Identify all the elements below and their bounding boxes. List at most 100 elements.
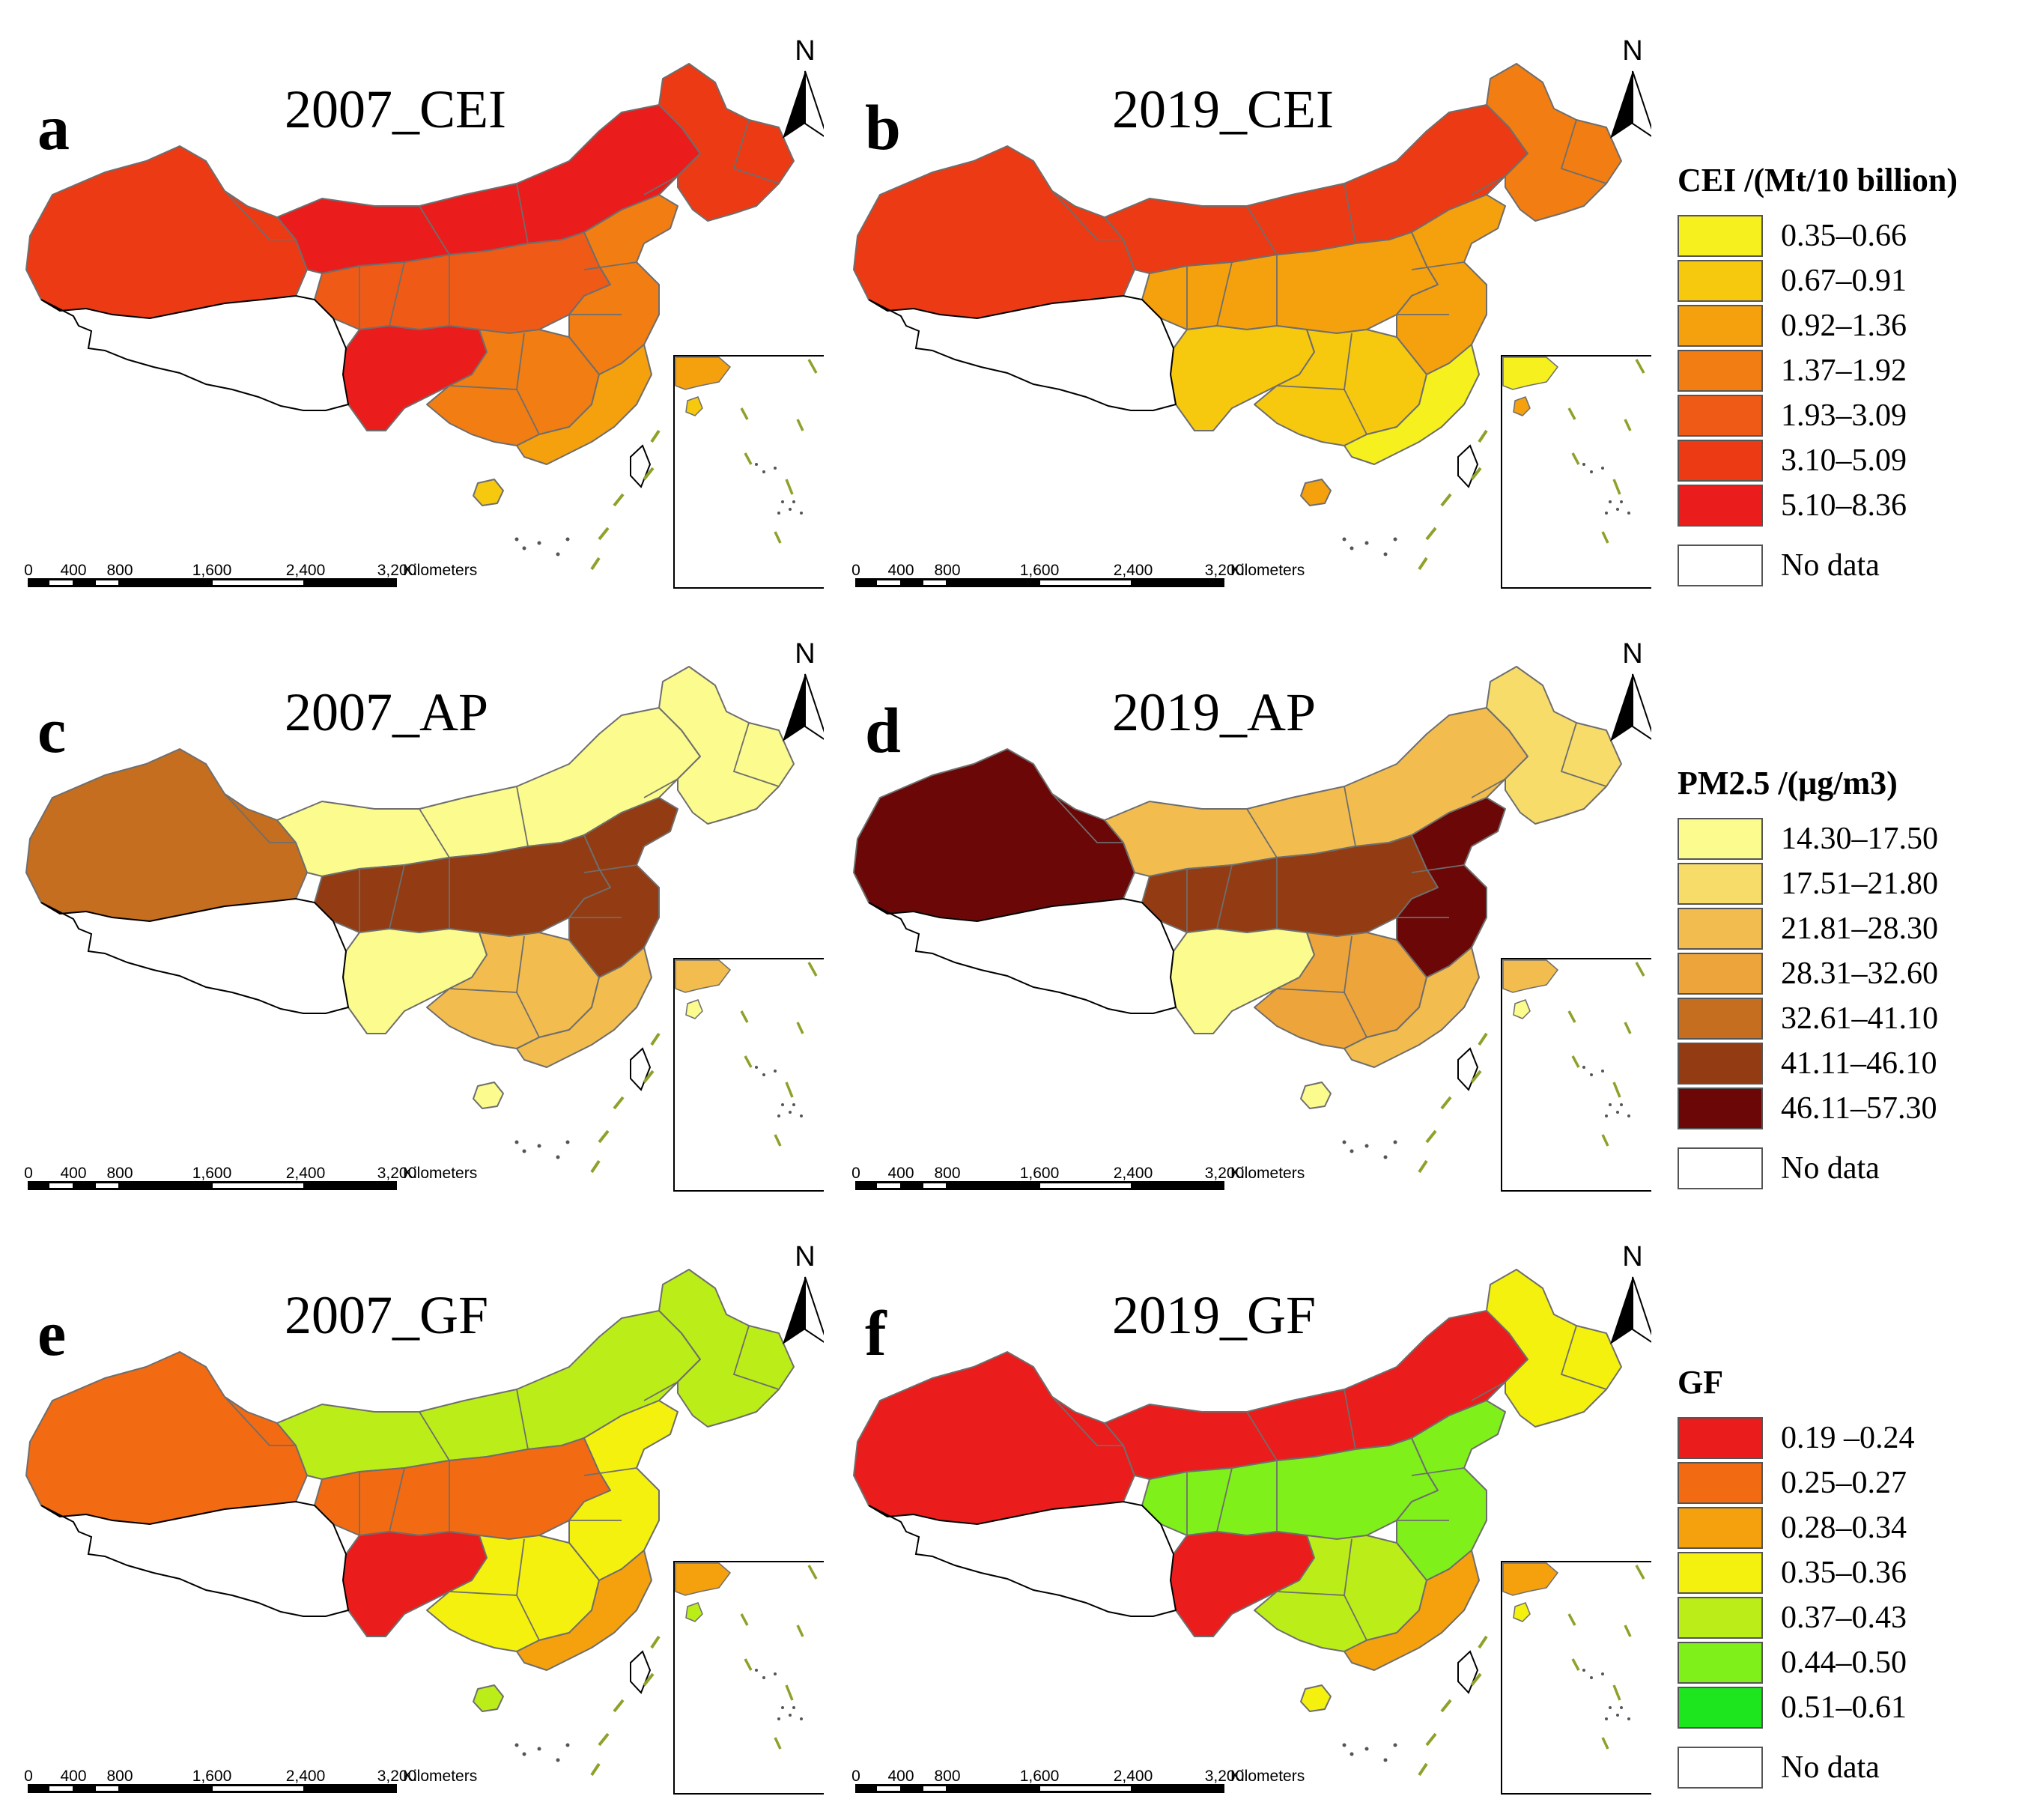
province-border xyxy=(1471,175,1506,195)
region-hainan xyxy=(1300,1684,1332,1712)
province-border xyxy=(1344,786,1356,847)
south-china-sea-inset xyxy=(673,355,824,589)
island-dot xyxy=(514,1140,519,1144)
scale-tick-label: 400 xyxy=(887,1768,914,1785)
sea-boundary-mark xyxy=(598,527,610,541)
legend-swatch xyxy=(1678,1507,1763,1549)
legend-label: 0.37–0.43 xyxy=(1781,1601,1907,1635)
scale-tick-label: 800 xyxy=(934,1165,961,1182)
legend-item: 21.81–28.30 xyxy=(1678,906,1938,951)
sea-boundary-mark xyxy=(1478,1635,1488,1649)
legend-swatch xyxy=(1678,908,1763,950)
province-border xyxy=(1471,778,1506,798)
taiwan-outline xyxy=(630,444,652,488)
province-border xyxy=(1276,988,1345,993)
sea-boundary-mark xyxy=(1418,556,1428,571)
legend-swatch xyxy=(1678,998,1763,1040)
panel-letter: d xyxy=(865,694,901,766)
scale-tick-label: 2,400 xyxy=(285,562,326,579)
province-border xyxy=(583,261,637,270)
scale-tick-label: 1,600 xyxy=(1019,562,1060,579)
province-border xyxy=(1471,1381,1506,1401)
region-west xyxy=(853,748,1135,922)
inset-mainland xyxy=(1502,959,1559,993)
inset-hainan xyxy=(1513,999,1531,1019)
scale-bar-labels: 0 400 800 1,600 2,400 3,200 Kilometers xyxy=(848,562,1313,607)
region-no-data xyxy=(40,294,350,411)
scale-tick-label: 3,200 xyxy=(377,1768,417,1785)
island-dot xyxy=(1350,1149,1354,1153)
scale-unit-label: Kilometers xyxy=(1230,1165,1305,1182)
island-dot xyxy=(522,546,526,550)
scale-tick-label: 0 xyxy=(24,1768,33,1785)
taiwan-outline xyxy=(1457,1047,1479,1091)
north-arrow: N xyxy=(783,638,824,741)
region-west xyxy=(25,748,308,922)
legend-item: 46.11–57.30 xyxy=(1678,1086,1938,1131)
legend-swatch xyxy=(1678,1747,1763,1789)
legend: GF 0.19 –0.24 0.25–0.27 0.28–0.34 0.35–0.36 0… xyxy=(1678,1363,1915,1790)
choropleth-map: N xyxy=(853,35,1651,589)
legend-item-no-data: No data xyxy=(1678,1146,1938,1191)
sea-boundary-mark xyxy=(598,1129,610,1144)
legend-item: 5.10–8.36 xyxy=(1678,483,1958,528)
island-dot xyxy=(1350,546,1354,550)
province-border xyxy=(389,864,405,929)
sea-boundary-mark xyxy=(650,1635,661,1649)
inset-mainland xyxy=(1502,1562,1559,1596)
legend-swatch xyxy=(1678,440,1763,482)
legend-label: 0.44–0.50 xyxy=(1781,1645,1907,1680)
north-arrow: N xyxy=(1610,638,1651,741)
region-hainan xyxy=(473,479,504,506)
scale-tick-label: 3,200 xyxy=(1204,562,1245,579)
scale-unit-label: Kilometers xyxy=(1230,562,1305,579)
legend-swatch xyxy=(1678,1462,1763,1504)
scale-unit-label: Kilometers xyxy=(403,1165,478,1182)
province-border xyxy=(389,1467,405,1532)
scale-tick-label: 3,200 xyxy=(1204,1768,1245,1785)
region-west xyxy=(25,1351,308,1525)
sea-boundary-mark xyxy=(1425,1732,1437,1747)
north-arrow: N xyxy=(1610,35,1651,139)
legend-label: No data xyxy=(1781,548,1880,583)
legend-label: 0.19 –0.24 xyxy=(1781,1421,1915,1455)
region-northeast xyxy=(1486,1269,1622,1428)
panel-title: 2019_CEI xyxy=(1112,79,1334,139)
south-china-sea-inset xyxy=(1501,1561,1651,1795)
sea-boundary-mark xyxy=(1440,1096,1452,1110)
south-china-sea-inset xyxy=(673,958,824,1192)
scale-bar xyxy=(855,578,1224,587)
legend-swatch xyxy=(1678,395,1763,437)
island-dot xyxy=(565,1140,570,1144)
scale-tick-label: 1,600 xyxy=(192,562,232,579)
sea-boundary-mark xyxy=(650,429,661,443)
legend-swatch xyxy=(1678,350,1763,392)
choropleth-map: N xyxy=(25,1241,824,1795)
taiwan-outline xyxy=(1457,444,1479,488)
legend-title: CEI /(Mt/10 billion) xyxy=(1678,162,1958,198)
inset-hainan xyxy=(685,396,703,416)
taiwan-outline xyxy=(630,1650,652,1694)
province-border xyxy=(1246,808,1278,858)
legend-label: 17.51–21.80 xyxy=(1781,867,1938,901)
scale-tick-label: 400 xyxy=(887,562,914,579)
province-border xyxy=(516,183,529,244)
sea-boundary-mark xyxy=(1440,493,1452,507)
island-dot xyxy=(1364,1144,1369,1148)
sea-boundary-mark xyxy=(1470,1070,1482,1084)
legend-item: 32.61–41.10 xyxy=(1678,996,1938,1041)
province-border xyxy=(732,1325,780,1390)
province-border xyxy=(583,1467,637,1476)
legend-item: 0.25–0.27 xyxy=(1678,1460,1915,1505)
legend-label: 1.37–1.92 xyxy=(1781,354,1907,388)
scale-bar-labels: 0 400 800 1,600 2,400 3,200 Kilometers xyxy=(21,1768,485,1813)
region-hainan xyxy=(1300,1082,1332,1109)
legend-item: 28.31–32.60 xyxy=(1678,951,1938,996)
legend: CEI /(Mt/10 billion) 0.35–0.66 0.67–0.91 0.… xyxy=(1678,161,1958,588)
scale-unit-label: Kilometers xyxy=(403,562,478,579)
legend-label: 32.61–41.10 xyxy=(1781,1001,1938,1036)
choropleth-map: N xyxy=(853,1241,1651,1795)
legend-label: 0.25–0.27 xyxy=(1781,1466,1907,1500)
legend-label: 0.51–0.61 xyxy=(1781,1690,1907,1725)
province-border xyxy=(1246,205,1278,255)
